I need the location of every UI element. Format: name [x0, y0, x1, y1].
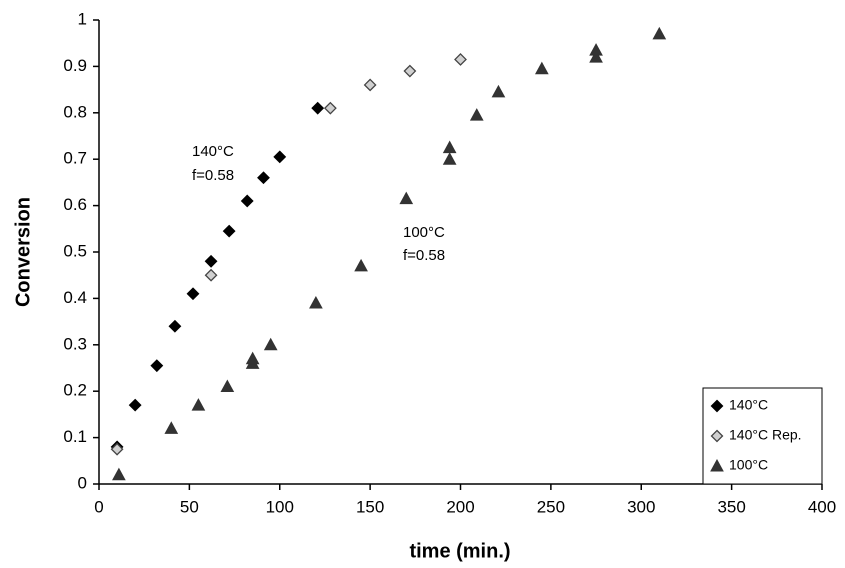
- marker: [442, 140, 457, 154]
- x-tick-label: 150: [356, 497, 384, 516]
- marker: [263, 337, 278, 351]
- y-tick-label: 0.6: [63, 195, 87, 214]
- annotation: 100°C: [403, 224, 445, 241]
- legend-label: 100°C: [729, 457, 768, 473]
- legend-marker: [710, 458, 724, 472]
- y-tick-label: 0.2: [63, 381, 87, 400]
- marker: [220, 379, 235, 393]
- legend-marker: [710, 429, 724, 443]
- x-tick-label: 200: [446, 497, 474, 516]
- marker: [273, 150, 287, 164]
- y-tick-label: 1: [78, 9, 87, 28]
- x-tick-label: 50: [180, 497, 199, 516]
- marker: [589, 43, 603, 56]
- marker: [469, 108, 484, 121]
- marker: [491, 84, 506, 98]
- marker: [186, 287, 200, 301]
- marker: [168, 319, 182, 333]
- marker: [399, 191, 414, 205]
- marker: [354, 258, 368, 272]
- legend-label: 140°C: [729, 397, 768, 413]
- marker: [652, 26, 667, 40]
- marker: [150, 359, 164, 373]
- y-tick-label: 0.5: [63, 241, 87, 260]
- annotation: 140°C: [192, 143, 234, 160]
- marker: [323, 101, 337, 115]
- x-tick-label: 400: [808, 497, 836, 516]
- marker: [204, 268, 218, 282]
- marker: [363, 78, 377, 92]
- marker: [442, 152, 457, 165]
- marker: [534, 61, 549, 75]
- y-tick-label: 0.4: [63, 288, 87, 307]
- marker: [222, 224, 236, 238]
- marker: [589, 50, 603, 63]
- marker: [309, 295, 323, 309]
- y-axis-label: Conversion: [12, 197, 34, 307]
- marker: [191, 398, 206, 411]
- annotation: f=0.58: [192, 167, 234, 184]
- marker: [112, 467, 126, 481]
- marker: [240, 194, 254, 208]
- marker: [403, 64, 417, 78]
- y-tick-label: 0: [78, 473, 87, 492]
- annotation: f=0.58: [403, 247, 445, 264]
- x-tick-label: 300: [627, 497, 655, 516]
- x-tick-label: 350: [717, 497, 745, 516]
- x-tick-label: 100: [266, 497, 294, 516]
- marker: [128, 398, 142, 412]
- y-tick-label: 0.1: [63, 427, 87, 446]
- x-tick-label: 0: [94, 497, 103, 516]
- y-tick-label: 0.7: [63, 149, 87, 168]
- marker: [454, 53, 467, 66]
- marker: [204, 254, 218, 268]
- y-tick-label: 0.9: [63, 56, 87, 75]
- legend-label: 140°C Rep.: [729, 427, 802, 443]
- marker: [257, 171, 270, 185]
- x-tick-label: 250: [537, 497, 565, 516]
- marker: [245, 351, 260, 365]
- y-tick-label: 0.3: [63, 334, 87, 353]
- marker: [311, 101, 325, 115]
- x-axis-label: time (min.): [409, 540, 510, 562]
- y-tick-label: 0.8: [63, 102, 87, 121]
- marker: [110, 442, 124, 456]
- marker: [164, 421, 179, 434]
- legend-marker: [710, 399, 724, 413]
